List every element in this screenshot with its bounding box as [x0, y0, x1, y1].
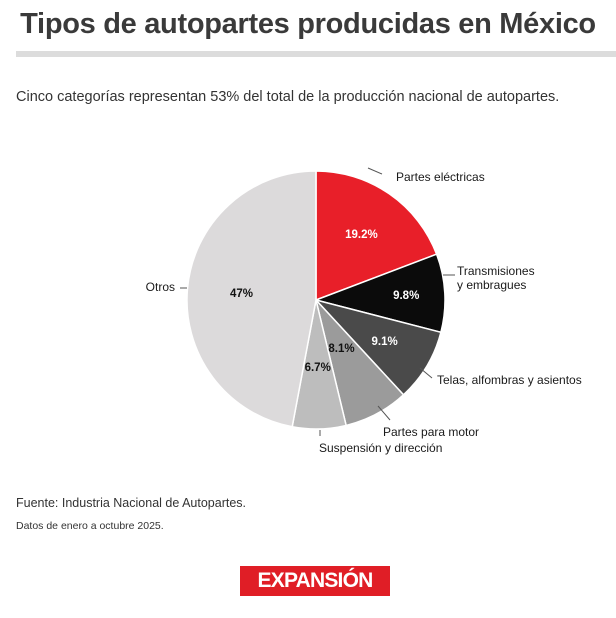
slice-category-label-4: Suspensión y dirección: [319, 441, 442, 455]
slice-value-label-4: 6.7%: [305, 362, 331, 374]
page-title: Tipos de autopartes producidas en México: [20, 8, 596, 40]
slice-category-label-1-line-0: Transmisiones: [457, 264, 535, 278]
slice-value-label-2: 9.1%: [371, 336, 397, 348]
expansion-logo: EXPANSIÓN: [240, 566, 390, 596]
slice-value-label-0: 19.2%: [345, 229, 378, 241]
pie-slice-5: [186, 170, 317, 428]
chart-subtitle: Cinco categorías representan 53% del tot…: [16, 89, 560, 105]
pie-slices: [186, 170, 446, 430]
slice-leader-line-2: [419, 367, 433, 379]
slice-value-label-1: 9.8%: [393, 290, 419, 302]
slice-category-label-5: Otros: [146, 280, 175, 294]
slice-value-label-3: 8.1%: [328, 343, 354, 355]
date-note: Datos de enero a octubre 2025.: [16, 520, 164, 532]
pie-slice-1: [313, 253, 446, 334]
slice-category-label-3: Partes para motor: [383, 425, 479, 439]
slice-leader-line-0: [367, 167, 383, 175]
pie-labels: 19.2% Partes eléctricas 9.8% Transmisionesy…: [146, 167, 582, 455]
source-note: Fuente: Industria Nacional de Autopartes…: [16, 496, 247, 510]
slice-value-label-5: 47%: [230, 288, 253, 300]
title-underline: [16, 51, 616, 57]
slice-leader-line-3: [377, 405, 391, 421]
slice-category-label-1-line-1: y embragues: [457, 278, 526, 292]
pie-slice-0: [315, 170, 438, 302]
slice-category-label-0: Partes eléctricas: [396, 170, 485, 184]
slice-category-label-2: Telas, alfombras y asientos: [437, 373, 582, 387]
